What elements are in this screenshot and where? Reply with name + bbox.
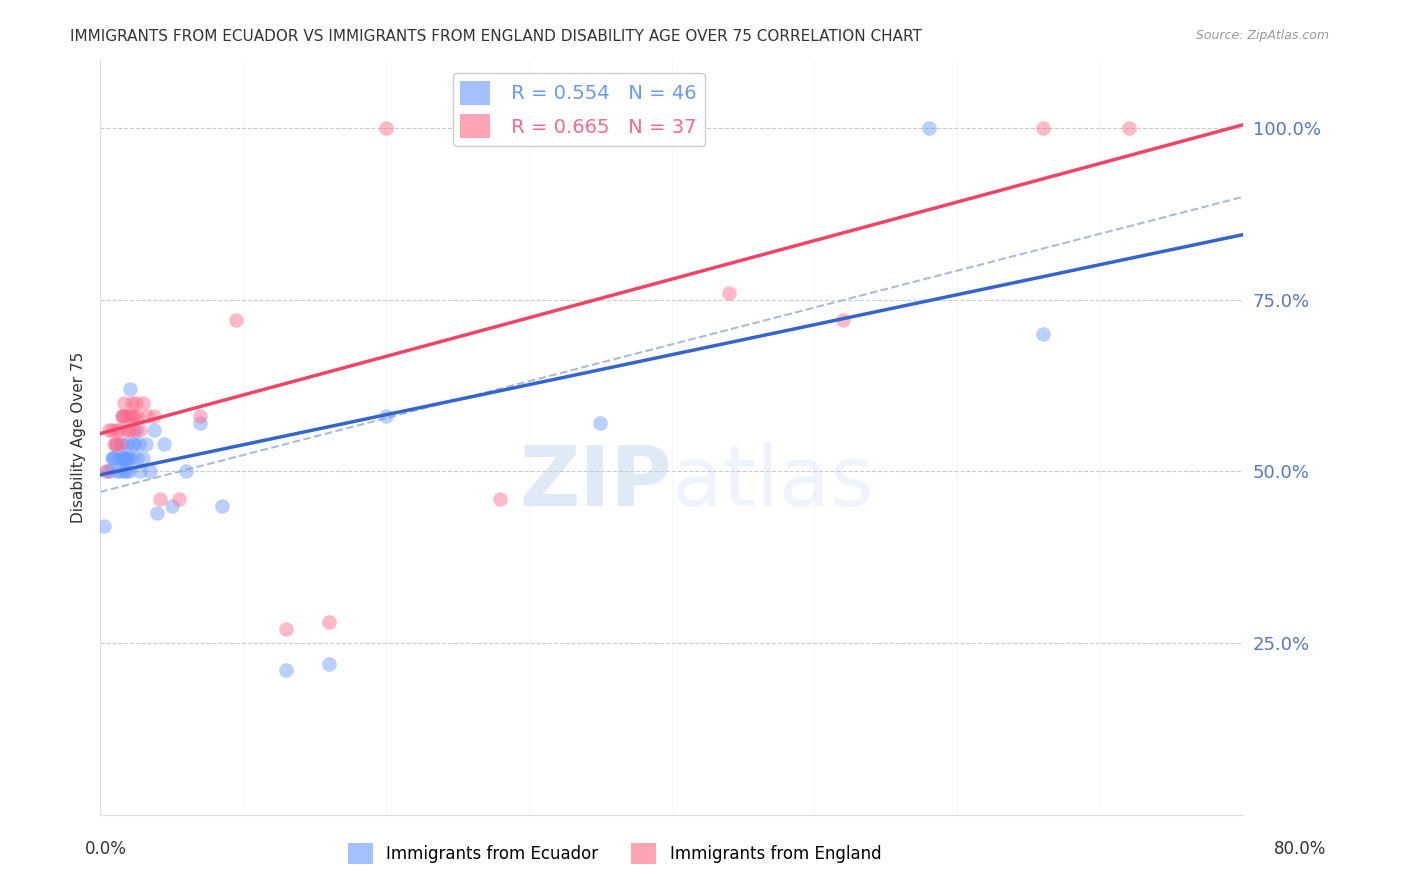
Point: [374, 121, 396, 136]
Point: [124, 437, 146, 451]
Point: [374, 409, 396, 424]
Point: [117, 450, 139, 465]
Point: [110, 409, 132, 424]
Point: [918, 121, 941, 136]
Point: [274, 622, 297, 636]
Point: [118, 464, 141, 478]
Point: [1118, 121, 1140, 136]
Point: [118, 423, 141, 437]
Point: [149, 491, 172, 506]
Point: [153, 437, 176, 451]
Point: [1032, 327, 1054, 342]
Point: [160, 499, 183, 513]
Point: [188, 417, 211, 431]
Point: [120, 382, 142, 396]
Point: [115, 464, 138, 478]
Point: [104, 437, 127, 451]
Point: [174, 464, 197, 478]
Point: [101, 450, 124, 465]
Point: [225, 313, 247, 327]
Point: [274, 664, 297, 678]
Point: [112, 450, 135, 465]
Point: [107, 450, 129, 465]
Point: [117, 437, 139, 451]
Point: [188, 409, 211, 424]
Text: 80.0%: 80.0%: [1274, 840, 1327, 858]
Point: [108, 464, 131, 478]
Point: [115, 409, 138, 424]
Point: [167, 491, 190, 506]
Point: [128, 437, 150, 451]
Point: [132, 396, 155, 410]
Point: [111, 450, 134, 465]
Point: [105, 423, 128, 437]
Point: [318, 615, 340, 630]
Point: [129, 464, 152, 478]
Point: [589, 417, 612, 431]
Point: [118, 450, 141, 465]
Point: [110, 437, 132, 451]
Text: ZIP: ZIP: [519, 442, 672, 523]
Point: [93, 519, 115, 533]
Point: [117, 423, 139, 437]
Point: [122, 423, 145, 437]
Point: [111, 409, 134, 424]
Point: [96, 464, 118, 478]
Point: [124, 409, 146, 424]
Point: [143, 423, 166, 437]
Point: [108, 437, 131, 451]
Point: [107, 423, 129, 437]
Point: [112, 464, 135, 478]
Point: [143, 409, 166, 424]
Point: [121, 409, 143, 424]
Point: [115, 450, 138, 465]
Legend:  R = 0.554   N = 46,  R = 0.665   N = 37: R = 0.554 N = 46, R = 0.665 N = 37: [453, 73, 704, 145]
Point: [717, 285, 740, 300]
Point: [122, 437, 145, 451]
Y-axis label: Disability Age Over 75: Disability Age Over 75: [72, 351, 86, 523]
Point: [127, 409, 149, 424]
Point: [103, 437, 125, 451]
Point: [111, 409, 134, 424]
Point: [146, 506, 169, 520]
Point: [132, 450, 155, 465]
Point: [100, 450, 122, 465]
Point: [121, 396, 143, 410]
Point: [110, 450, 132, 465]
Point: [125, 396, 148, 410]
Point: [129, 423, 152, 437]
Point: [94, 464, 117, 478]
Text: Source: ZipAtlas.com: Source: ZipAtlas.com: [1195, 29, 1329, 42]
Point: [121, 450, 143, 465]
Point: [98, 464, 121, 478]
Point: [120, 409, 142, 424]
Point: [136, 409, 159, 424]
Point: [103, 450, 125, 465]
Point: [127, 450, 149, 465]
Point: [125, 423, 148, 437]
Point: [139, 464, 162, 478]
Point: [1032, 121, 1054, 136]
Point: [105, 464, 128, 478]
Text: IMMIGRANTS FROM ECUADOR VS IMMIGRANTS FROM ENGLAND DISABILITY AGE OVER 75 CORREL: IMMIGRANTS FROM ECUADOR VS IMMIGRANTS FR…: [70, 29, 922, 44]
Point: [211, 499, 233, 513]
Point: [112, 396, 135, 410]
Point: [97, 423, 120, 437]
Text: atlas: atlas: [672, 442, 873, 523]
Point: [135, 437, 157, 451]
Point: [104, 437, 127, 451]
Text: 0.0%: 0.0%: [84, 840, 127, 858]
Point: [832, 313, 855, 327]
Point: [100, 423, 122, 437]
Point: [318, 657, 340, 671]
Point: [489, 491, 512, 506]
